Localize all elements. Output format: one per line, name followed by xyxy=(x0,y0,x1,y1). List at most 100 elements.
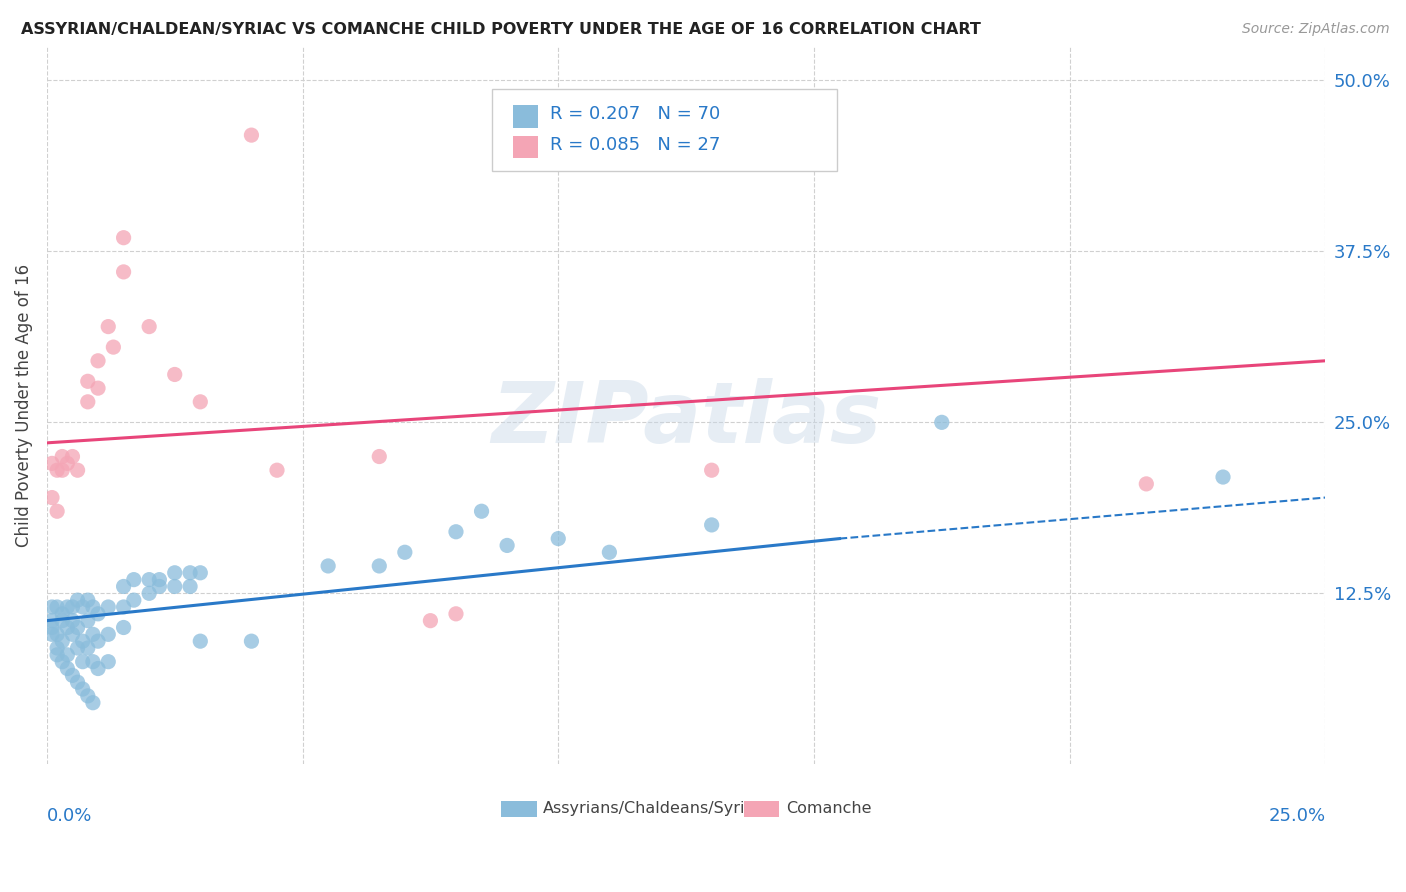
Point xyxy=(76,640,98,655)
Point xyxy=(62,668,84,682)
Point xyxy=(87,634,110,648)
Text: Comanche: Comanche xyxy=(786,801,872,815)
Point xyxy=(112,599,135,614)
Point xyxy=(62,599,84,614)
Point xyxy=(41,620,63,634)
Point xyxy=(138,573,160,587)
Point xyxy=(700,517,723,532)
Point xyxy=(46,648,69,662)
Point xyxy=(188,634,211,648)
Point xyxy=(62,614,84,628)
Point xyxy=(316,558,339,573)
Point xyxy=(122,573,145,587)
Point xyxy=(66,675,89,690)
Point xyxy=(62,450,84,464)
Point xyxy=(163,579,186,593)
Text: 0.0%: 0.0% xyxy=(46,807,93,825)
Point xyxy=(62,627,84,641)
Point xyxy=(76,394,98,409)
Point xyxy=(51,607,73,621)
Point xyxy=(87,607,110,621)
Point xyxy=(82,599,104,614)
Point xyxy=(76,374,98,388)
Point xyxy=(56,648,79,662)
Point xyxy=(598,545,620,559)
Point xyxy=(41,456,63,470)
Point xyxy=(72,655,94,669)
Point xyxy=(188,566,211,580)
Point xyxy=(1135,476,1157,491)
Text: Source: ZipAtlas.com: Source: ZipAtlas.com xyxy=(1241,22,1389,37)
Point xyxy=(87,661,110,675)
Point xyxy=(138,586,160,600)
Point xyxy=(51,463,73,477)
Point xyxy=(46,463,69,477)
Point xyxy=(97,599,120,614)
Point xyxy=(444,607,467,621)
Point xyxy=(240,634,263,648)
Point xyxy=(72,599,94,614)
Point xyxy=(163,368,186,382)
Point xyxy=(112,620,135,634)
Point xyxy=(76,593,98,607)
Text: R = 0.207   N = 70: R = 0.207 N = 70 xyxy=(550,105,720,123)
Point xyxy=(72,681,94,696)
Bar xyxy=(501,801,537,817)
Point xyxy=(87,381,110,395)
Point xyxy=(266,463,288,477)
Point xyxy=(51,634,73,648)
Point xyxy=(97,319,120,334)
Point xyxy=(148,579,170,593)
Point xyxy=(496,538,519,552)
Point xyxy=(51,614,73,628)
Point xyxy=(97,627,120,641)
Point xyxy=(56,661,79,675)
Point xyxy=(41,491,63,505)
Bar xyxy=(744,801,779,817)
Point xyxy=(470,504,492,518)
Point xyxy=(1212,470,1234,484)
Point xyxy=(179,579,201,593)
Point xyxy=(66,593,89,607)
Point xyxy=(82,655,104,669)
Point xyxy=(56,456,79,470)
Point xyxy=(103,340,125,354)
Point xyxy=(41,614,63,628)
Point xyxy=(700,463,723,477)
Point xyxy=(240,128,263,142)
Point xyxy=(87,353,110,368)
Point xyxy=(46,627,69,641)
Point xyxy=(82,627,104,641)
Point xyxy=(179,566,201,580)
Text: R = 0.085   N = 27: R = 0.085 N = 27 xyxy=(550,136,720,153)
Point xyxy=(97,655,120,669)
Point xyxy=(76,689,98,703)
Point xyxy=(46,599,69,614)
Text: 25.0%: 25.0% xyxy=(1268,807,1326,825)
Point xyxy=(188,394,211,409)
Point xyxy=(51,450,73,464)
Point xyxy=(66,463,89,477)
Point xyxy=(368,558,391,573)
Text: ASSYRIAN/CHALDEAN/SYRIAC VS COMANCHE CHILD POVERTY UNDER THE AGE OF 16 CORRELATI: ASSYRIAN/CHALDEAN/SYRIAC VS COMANCHE CHI… xyxy=(21,22,981,37)
Point xyxy=(112,265,135,279)
Point xyxy=(368,450,391,464)
Point xyxy=(112,230,135,244)
Point xyxy=(46,640,69,655)
Point xyxy=(82,696,104,710)
Point xyxy=(138,319,160,334)
Point xyxy=(72,634,94,648)
Point xyxy=(66,620,89,634)
Point xyxy=(931,415,953,429)
Text: Assyrians/Chaldeans/Syriacs: Assyrians/Chaldeans/Syriacs xyxy=(543,801,772,815)
Point xyxy=(56,599,79,614)
Point xyxy=(163,566,186,580)
Point xyxy=(56,620,79,634)
Point xyxy=(41,599,63,614)
Text: ZIPatlas: ZIPatlas xyxy=(491,378,882,461)
Point xyxy=(76,614,98,628)
Point xyxy=(51,655,73,669)
Point xyxy=(419,614,441,628)
Point xyxy=(46,504,69,518)
Y-axis label: Child Poverty Under the Age of 16: Child Poverty Under the Age of 16 xyxy=(15,264,32,547)
